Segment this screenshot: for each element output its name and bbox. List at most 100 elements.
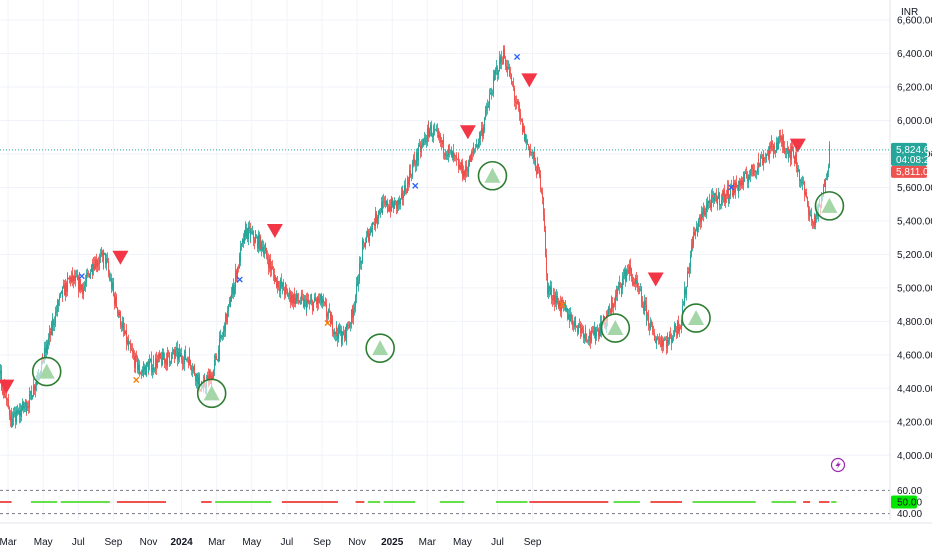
candle-body — [165, 359, 166, 364]
candle-body — [544, 214, 545, 231]
candle-body — [469, 156, 470, 166]
candle-body — [84, 286, 85, 289]
candle-body — [350, 323, 351, 325]
candle-body — [169, 352, 170, 358]
candle-body — [481, 128, 482, 133]
candle-body — [484, 118, 485, 128]
candle-body — [628, 270, 629, 274]
candle-body — [810, 214, 811, 216]
candle-body — [529, 150, 530, 154]
time-scale[interactable]: Mar May Jul Sep Nov 2024 Mar May Jul Sep Nov 2025 Ma… — [0, 537, 542, 548]
candle-body — [588, 340, 589, 342]
candle-body — [374, 223, 375, 227]
candle-body — [401, 192, 402, 199]
candle-body — [357, 278, 358, 286]
candle-body — [108, 269, 109, 274]
indicator-pane[interactable] — [0, 489, 890, 515]
candle-body — [778, 137, 779, 145]
candle-body — [217, 359, 218, 361]
candle-body — [77, 276, 78, 280]
candle-body — [705, 212, 706, 216]
candle-body — [595, 327, 596, 340]
candle-body — [412, 165, 413, 177]
candle-body — [367, 230, 368, 234]
candle-body — [289, 291, 290, 296]
candle-body — [660, 343, 661, 347]
candle-body — [230, 301, 231, 307]
candle-body — [102, 252, 103, 256]
candle-body — [509, 66, 510, 76]
candle-body — [15, 412, 16, 422]
candle-body — [233, 284, 234, 295]
candle-body — [540, 175, 541, 190]
candle-body — [318, 297, 319, 303]
candle-body — [447, 154, 448, 156]
candle-body — [66, 283, 67, 292]
candle-body — [119, 311, 120, 316]
candle-body — [257, 237, 258, 249]
indicator-upper-label: 60.00 — [897, 486, 922, 497]
candle-body — [332, 318, 333, 333]
x-tick-label: Nov — [140, 537, 158, 548]
candle-body — [829, 144, 830, 161]
y-tick-label: 4,800.00 — [897, 317, 932, 328]
candle-body — [599, 329, 600, 337]
candle-body — [595, 336, 596, 340]
candle-body — [151, 358, 152, 373]
orange-cross-marker — [133, 376, 140, 384]
orange-cross-marker-stroke — [324, 319, 331, 327]
candle-series[interactable] — [0, 45, 830, 429]
candle-body — [495, 69, 496, 75]
candle-body — [329, 309, 330, 312]
candle-body — [799, 169, 800, 181]
candle-body — [748, 178, 749, 183]
candle-body — [120, 311, 121, 326]
candle-body — [31, 390, 32, 394]
candle-body — [523, 126, 524, 132]
candle-body — [583, 329, 584, 338]
candle-body — [441, 140, 442, 143]
candle-body — [562, 300, 563, 302]
candle-body — [50, 331, 51, 335]
candle-body — [750, 170, 751, 176]
candle-body — [552, 298, 553, 301]
lightning-icon[interactable] — [830, 457, 846, 473]
candle-body — [399, 199, 400, 205]
candle-body — [527, 140, 528, 145]
candle-body — [754, 170, 755, 172]
candle-body — [686, 286, 687, 295]
candle-body — [647, 314, 648, 316]
candle-body — [518, 101, 519, 106]
candle-body — [458, 159, 459, 169]
candle-body — [626, 269, 627, 274]
candle-body — [634, 281, 635, 284]
candle-body — [477, 144, 478, 148]
candle-body — [794, 155, 795, 161]
candle-body — [715, 193, 716, 196]
candle-body — [355, 296, 356, 307]
candle-body — [191, 367, 192, 371]
orange-cross-marker — [324, 319, 331, 327]
candle-body — [109, 273, 110, 280]
candle-body — [227, 310, 228, 322]
candle-body — [89, 273, 90, 278]
candle-body — [312, 300, 313, 311]
candle-body — [760, 156, 761, 166]
candle-body — [741, 180, 742, 186]
candle-body — [825, 179, 826, 187]
candle-body — [177, 347, 178, 360]
candle-body — [267, 255, 268, 261]
candle-body — [338, 325, 339, 340]
candle-body — [711, 195, 712, 208]
candle-body — [330, 311, 331, 325]
candle-body — [698, 219, 699, 228]
candle-body — [802, 182, 803, 184]
candle-body — [256, 237, 257, 239]
candle-body — [383, 201, 384, 203]
orange-cross-marker — [559, 301, 566, 308]
candle-body — [425, 137, 426, 143]
candle-body — [34, 385, 35, 390]
candle-body — [31, 393, 32, 400]
candle-body — [546, 255, 547, 274]
